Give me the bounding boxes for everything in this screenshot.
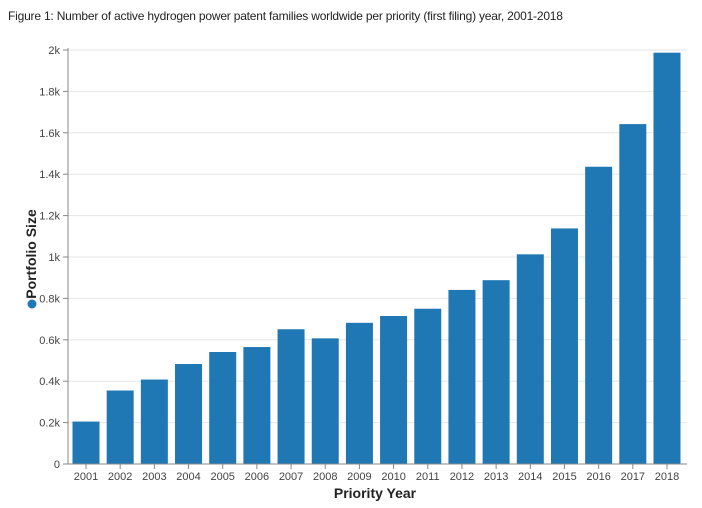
x-tick-label: 2003 bbox=[142, 471, 166, 483]
y-tick-label: 0.8k bbox=[39, 293, 60, 305]
x-axis-title: Priority Year bbox=[334, 485, 417, 501]
x-tick-label: 2018 bbox=[655, 471, 679, 483]
y-tick-label: 0.6k bbox=[39, 335, 60, 347]
bar-2009 bbox=[345, 322, 373, 464]
bar-2014 bbox=[516, 254, 544, 464]
bar-2018 bbox=[653, 52, 681, 464]
bar-2011 bbox=[414, 308, 442, 464]
bar-2007 bbox=[277, 329, 305, 464]
chart-title: Figure 1: Number of active hydrogen powe… bbox=[8, 9, 563, 23]
y-tick-label: 1.8k bbox=[39, 86, 60, 98]
y-axis-title-group: Portfolio Size bbox=[23, 209, 39, 309]
bar-2013 bbox=[482, 280, 510, 464]
bar-2004 bbox=[175, 364, 203, 464]
y-tick-label: 1k bbox=[48, 252, 60, 264]
x-tick-label: 2011 bbox=[416, 471, 440, 483]
y-tick-label: 0.4k bbox=[39, 376, 60, 388]
y-axis-title: Portfolio Size bbox=[23, 209, 39, 299]
tick-labels: 0 0.2k 0.4k 0.6k 0.8k 1k 1.2k 1.4k 1.6k 1.8k 2k 200… bbox=[39, 45, 679, 483]
x-tick-label: 2015 bbox=[552, 471, 576, 483]
x-tick-label: 2016 bbox=[586, 471, 610, 483]
x-tick-label: 2004 bbox=[176, 471, 200, 483]
bar-2005 bbox=[209, 352, 237, 464]
x-tick-label: 2014 bbox=[518, 471, 542, 483]
x-tick-label: 2005 bbox=[210, 471, 234, 483]
gridlines bbox=[68, 49, 687, 424]
y-tick-label: 0 bbox=[54, 459, 60, 471]
x-tick-label: 2008 bbox=[313, 471, 337, 483]
bar-2012 bbox=[448, 289, 476, 464]
x-tick-label: 2017 bbox=[621, 471, 645, 483]
bars bbox=[72, 52, 681, 465]
x-tick-label: 2007 bbox=[279, 471, 303, 483]
bar-2002 bbox=[106, 390, 134, 464]
x-tick-label: 2012 bbox=[450, 471, 474, 483]
bar-2010 bbox=[380, 315, 408, 464]
y-tick-label: 0.2k bbox=[39, 418, 60, 430]
bar-2006 bbox=[243, 347, 271, 464]
x-tick-label: 2006 bbox=[245, 471, 269, 483]
legend-marker bbox=[27, 299, 37, 309]
y-tick-label: 1.2k bbox=[39, 211, 60, 223]
y-tick-label: 1.4k bbox=[39, 169, 60, 181]
bar-2008 bbox=[311, 338, 339, 464]
bar-2001 bbox=[72, 421, 100, 464]
x-tick-label: 2010 bbox=[381, 471, 405, 483]
bar-2015 bbox=[550, 228, 578, 464]
axes bbox=[63, 48, 687, 469]
bar-2017 bbox=[619, 124, 647, 464]
y-tick-label: 2k bbox=[48, 45, 60, 57]
x-tick-label: 2002 bbox=[108, 471, 132, 483]
x-tick-label: 2013 bbox=[484, 471, 508, 483]
bar-2003 bbox=[140, 379, 168, 464]
bar-2016 bbox=[585, 166, 613, 465]
y-tick-label: 1.6k bbox=[39, 128, 60, 140]
x-tick-label: 2001 bbox=[74, 471, 98, 483]
x-tick-label: 2009 bbox=[347, 471, 371, 483]
